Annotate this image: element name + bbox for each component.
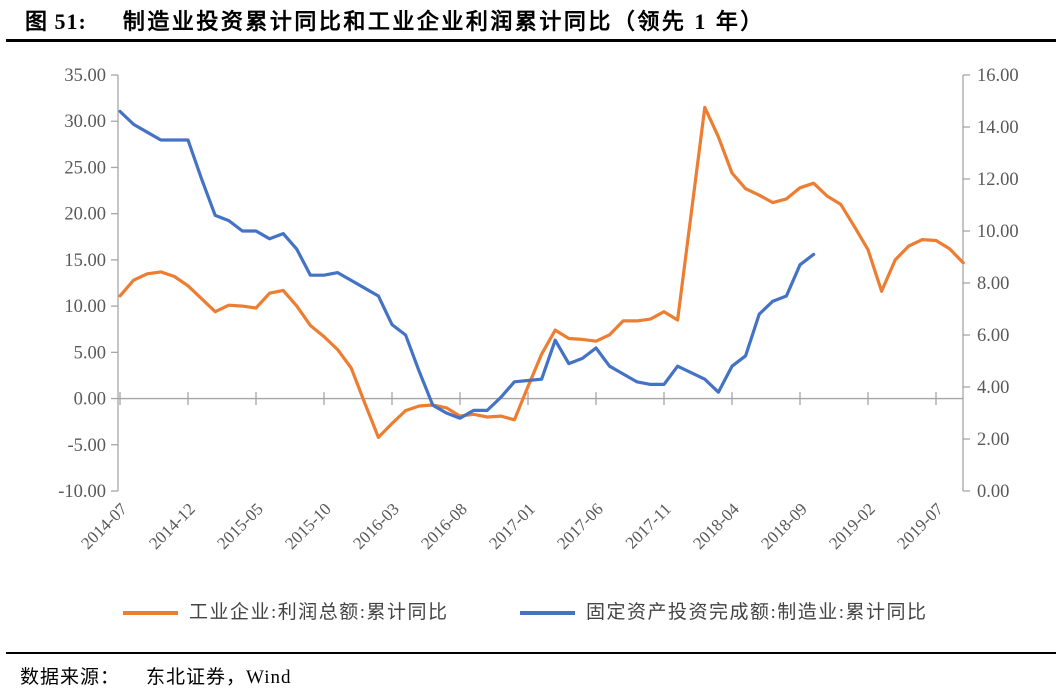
source-rule bbox=[6, 652, 1056, 654]
left-axis-tick-label: 10.00 bbox=[64, 297, 106, 317]
right-axis-tick-label: 2.00 bbox=[977, 430, 1009, 450]
x-axis-tick-label: 2019-07 bbox=[893, 499, 947, 553]
right-axis-tick-label: 10.00 bbox=[977, 222, 1019, 242]
source-label: 数据来源： bbox=[20, 667, 121, 688]
x-axis-tick-label: 2015-10 bbox=[281, 499, 335, 553]
x-axis-tick-label: 2015-05 bbox=[213, 499, 267, 553]
legend-swatch-profit bbox=[123, 611, 178, 615]
figure-number: 图 51: bbox=[25, 9, 87, 34]
title-rule bbox=[6, 39, 1056, 42]
x-axis-tick-label: 2017-01 bbox=[485, 499, 539, 553]
legend-label-profit: 工业企业:利润总额:累计同比 bbox=[189, 602, 449, 623]
x-axis-tick-label: 2017-11 bbox=[622, 499, 675, 552]
left-axis-tick-label: 15.00 bbox=[64, 251, 106, 271]
left-axis-tick-label: 30.00 bbox=[64, 112, 106, 132]
legend-item-investment: 固定资产投资完成额:制造业:累计同比 bbox=[520, 602, 928, 624]
source-note: 数据来源： 东北证券，Wind bbox=[20, 662, 291, 689]
source-text: 东北证券，Wind bbox=[146, 667, 292, 688]
legend-item-profit: 工业企业:利润总额:累计同比 bbox=[123, 602, 449, 624]
x-axis-tick-label: 2018-09 bbox=[757, 499, 811, 553]
figure-title-text: 制造业投资累计同比和工业企业利润累计同比（领先 1 年） bbox=[122, 9, 765, 34]
right-axis-tick-label: 6.00 bbox=[977, 326, 1009, 346]
x-axis-tick-label: 2016-08 bbox=[417, 499, 471, 553]
left-axis-tick-label: 35.00 bbox=[64, 66, 106, 86]
x-axis-tick-label: 2016-03 bbox=[349, 499, 403, 553]
right-axis-tick-label: 14.00 bbox=[977, 118, 1019, 138]
x-axis-tick-label: 2018-04 bbox=[689, 499, 743, 553]
x-axis-tick-label: 2017-06 bbox=[553, 499, 607, 553]
series-line-profit bbox=[118, 105, 965, 439]
figure-title: 图 51: 制造业投资累计同比和工业企业利润累计同比（领先 1 年） bbox=[25, 8, 1035, 36]
legend-swatch-investment bbox=[520, 611, 575, 615]
right-axis-tick-label: 4.00 bbox=[977, 378, 1009, 398]
x-axis-tick-label: 2014-12 bbox=[145, 499, 199, 553]
left-axis-tick-label: 0.00 bbox=[74, 390, 106, 410]
right-axis-tick-label: 8.00 bbox=[977, 274, 1009, 294]
right-axis-tick-label: 16.00 bbox=[977, 66, 1019, 86]
right-axis-tick-label: 12.00 bbox=[977, 170, 1019, 190]
left-axis-tick-label: -10.00 bbox=[58, 482, 106, 502]
x-axis-tick-label: 2014-07 bbox=[77, 499, 131, 553]
legend-label-investment: 固定资产投资完成额:制造业:累计同比 bbox=[586, 602, 928, 623]
series-line-investment bbox=[118, 109, 816, 420]
left-axis-tick-label: 20.00 bbox=[64, 205, 106, 225]
right-axis-tick-label: 0.00 bbox=[977, 482, 1009, 502]
left-axis-tick-label: 25.00 bbox=[64, 158, 106, 178]
left-axis-tick-label: -5.00 bbox=[67, 436, 106, 456]
left-axis-tick-label: 5.00 bbox=[74, 343, 106, 363]
x-axis-tick-label: 2019-02 bbox=[825, 499, 879, 553]
